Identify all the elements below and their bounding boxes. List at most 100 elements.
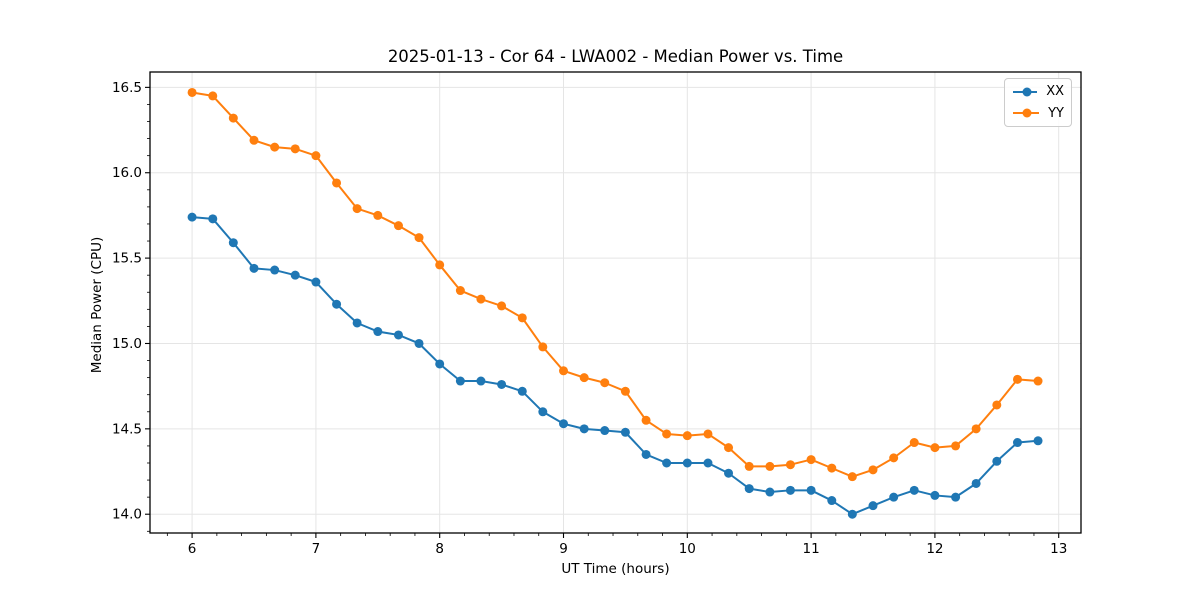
data-point-yy bbox=[868, 465, 878, 475]
data-point-yy bbox=[641, 415, 651, 425]
data-point-xx bbox=[538, 407, 548, 417]
data-point-yy bbox=[909, 438, 919, 448]
data-point-yy bbox=[352, 204, 362, 214]
data-point-yy bbox=[414, 233, 424, 243]
x-tick-label: 11 bbox=[803, 541, 820, 557]
data-point-yy bbox=[847, 472, 857, 482]
data-point-xx bbox=[992, 456, 1002, 466]
data-point-xx bbox=[476, 376, 486, 386]
data-point-xx bbox=[517, 386, 527, 396]
data-point-yy bbox=[806, 455, 816, 465]
x-axis-label: UT Time (hours) bbox=[561, 561, 670, 577]
data-point-xx bbox=[559, 419, 569, 429]
data-point-xx bbox=[847, 509, 857, 519]
data-point-yy bbox=[517, 313, 527, 323]
legend-marker bbox=[1022, 108, 1032, 118]
data-point-xx bbox=[682, 458, 692, 468]
data-point-yy bbox=[992, 400, 1002, 410]
data-point-xx bbox=[868, 501, 878, 511]
legend: XX YY bbox=[1004, 78, 1072, 127]
legend-item-xx: XX bbox=[1012, 82, 1064, 102]
data-point-xx bbox=[827, 496, 837, 506]
data-point-xx bbox=[249, 263, 259, 273]
data-point-yy bbox=[435, 260, 445, 270]
data-point-xx bbox=[352, 318, 362, 328]
x-tick-label: 13 bbox=[1050, 541, 1067, 557]
data-point-xx bbox=[1033, 436, 1043, 446]
data-point-xx bbox=[414, 338, 424, 348]
x-tick-label: 6 bbox=[188, 541, 197, 557]
x-tick-label: 8 bbox=[435, 541, 444, 557]
data-point-yy bbox=[332, 178, 342, 188]
data-point-xx bbox=[435, 359, 445, 369]
data-point-yy bbox=[951, 441, 961, 451]
data-point-yy bbox=[662, 429, 672, 439]
data-point-yy bbox=[270, 142, 280, 152]
data-point-xx bbox=[951, 492, 961, 502]
data-point-xx bbox=[806, 485, 816, 495]
data-point-yy bbox=[249, 135, 259, 145]
y-tick-label: 14.5 bbox=[112, 421, 142, 437]
data-point-yy bbox=[744, 461, 754, 471]
data-point-yy bbox=[930, 443, 940, 453]
legend-label-yy: YY bbox=[1048, 105, 1064, 121]
data-point-xx bbox=[1012, 438, 1022, 448]
data-point-yy bbox=[373, 210, 383, 220]
data-point-xx bbox=[311, 277, 321, 287]
x-tick-label: 10 bbox=[679, 541, 696, 557]
y-axis-label: Median Power (CPU) bbox=[89, 236, 105, 374]
legend-label-xx: XX bbox=[1046, 84, 1064, 100]
data-point-yy bbox=[538, 342, 548, 352]
legend-item-yy: YY bbox=[1012, 103, 1064, 123]
x-tick-label: 7 bbox=[312, 541, 321, 557]
data-point-yy bbox=[559, 366, 569, 376]
legend-marker bbox=[1022, 87, 1032, 97]
y-tick-label: 15.5 bbox=[112, 251, 142, 267]
data-point-xx bbox=[208, 214, 218, 224]
data-point-xx bbox=[455, 376, 465, 386]
data-point-yy bbox=[785, 460, 795, 470]
data-point-yy bbox=[208, 91, 218, 101]
x-tick-label: 9 bbox=[559, 541, 568, 557]
data-point-yy bbox=[620, 386, 630, 396]
x-tick-label: 12 bbox=[926, 541, 943, 557]
data-point-xx bbox=[971, 478, 981, 488]
data-point-xx bbox=[228, 238, 238, 248]
data-point-xx bbox=[889, 492, 899, 502]
data-point-xx bbox=[765, 487, 775, 497]
data-point-xx bbox=[579, 424, 589, 434]
data-point-yy bbox=[1033, 376, 1043, 386]
data-point-yy bbox=[228, 113, 238, 123]
data-point-yy bbox=[724, 443, 734, 453]
data-point-xx bbox=[785, 485, 795, 495]
legend-line-sample-xx bbox=[1013, 87, 1038, 97]
data-point-xx bbox=[187, 212, 197, 222]
data-point-xx bbox=[393, 330, 403, 340]
data-point-xx bbox=[600, 426, 610, 436]
data-point-yy bbox=[393, 221, 403, 231]
data-point-xx bbox=[703, 458, 713, 468]
data-point-xx bbox=[662, 458, 672, 468]
data-point-xx bbox=[332, 299, 342, 309]
chart-title: 2025-01-13 - Cor 64 - LWA002 - Median Po… bbox=[387, 47, 844, 66]
data-point-xx bbox=[290, 270, 300, 280]
plot-border bbox=[149, 71, 1082, 534]
data-point-xx bbox=[270, 265, 280, 275]
series-line-xx bbox=[191, 216, 1040, 516]
data-point-yy bbox=[1012, 374, 1022, 384]
data-point-xx bbox=[641, 449, 651, 459]
data-point-yy bbox=[600, 378, 610, 388]
data-point-yy bbox=[765, 461, 775, 471]
y-tick-label: 16.5 bbox=[112, 80, 142, 96]
data-point-xx bbox=[744, 484, 754, 494]
y-tick-label: 14.0 bbox=[112, 507, 142, 523]
data-point-xx bbox=[620, 427, 630, 437]
data-point-yy bbox=[476, 294, 486, 304]
data-point-xx bbox=[497, 379, 507, 389]
data-point-yy bbox=[455, 286, 465, 296]
data-point-yy bbox=[889, 453, 899, 463]
y-tick-label: 16.0 bbox=[112, 165, 142, 181]
data-point-xx bbox=[909, 485, 919, 495]
